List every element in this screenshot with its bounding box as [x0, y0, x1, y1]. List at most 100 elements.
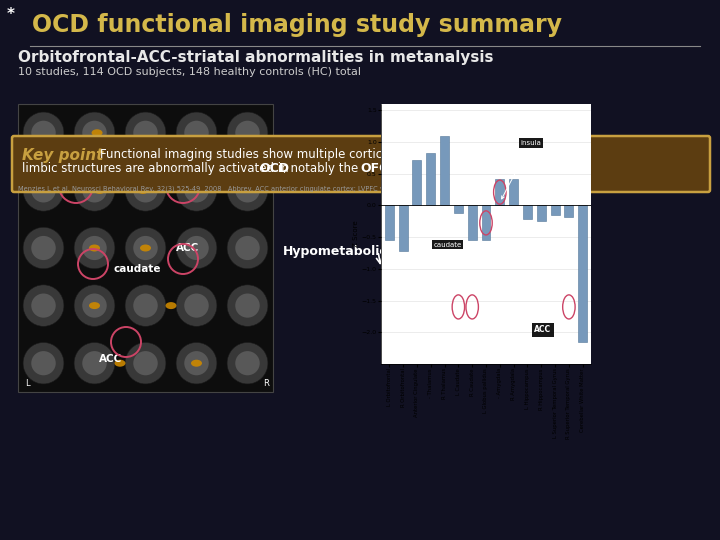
- Text: Hypermetabolic: Hypermetabolic: [283, 172, 394, 185]
- Ellipse shape: [114, 360, 125, 367]
- Ellipse shape: [133, 178, 158, 202]
- Text: Functional imaging studies show multiple cortical, subcortical, and: Functional imaging studies show multiple…: [100, 148, 495, 161]
- Ellipse shape: [82, 351, 107, 375]
- Text: limbic structures are abnormally activated in: limbic structures are abnormally activat…: [22, 162, 292, 175]
- Ellipse shape: [133, 121, 158, 145]
- Text: ACC: ACC: [176, 243, 199, 253]
- Ellipse shape: [138, 187, 148, 194]
- Ellipse shape: [23, 227, 64, 269]
- Ellipse shape: [74, 227, 115, 269]
- Ellipse shape: [227, 285, 268, 326]
- Ellipse shape: [184, 351, 209, 375]
- Ellipse shape: [74, 170, 115, 211]
- Ellipse shape: [74, 112, 115, 153]
- Ellipse shape: [191, 360, 202, 367]
- Ellipse shape: [176, 285, 217, 326]
- Ellipse shape: [125, 170, 166, 211]
- Ellipse shape: [74, 342, 115, 384]
- Text: OFC: OFC: [53, 161, 76, 171]
- Bar: [426, 153, 435, 205]
- Text: caudate: caudate: [433, 242, 463, 266]
- Ellipse shape: [31, 121, 55, 145]
- Ellipse shape: [31, 351, 55, 375]
- Bar: [399, 205, 408, 251]
- Ellipse shape: [140, 245, 151, 252]
- Text: insula: insula: [502, 140, 541, 199]
- Ellipse shape: [176, 112, 217, 153]
- Ellipse shape: [235, 236, 260, 260]
- Ellipse shape: [23, 342, 64, 384]
- Ellipse shape: [23, 170, 64, 211]
- FancyBboxPatch shape: [18, 104, 273, 392]
- Text: Key point: Key point: [22, 148, 104, 163]
- Text: ACC: ACC: [534, 325, 565, 334]
- Bar: [509, 179, 518, 205]
- Text: Orbitofrontal-ACC-striatal abnormalities in metanalysis: Orbitofrontal-ACC-striatal abnormalities…: [18, 50, 493, 65]
- Ellipse shape: [82, 121, 107, 145]
- Bar: [454, 205, 463, 213]
- Ellipse shape: [176, 342, 217, 384]
- Text: Menzies L et al. Neurosci Behavioral Rev. 32(3) 525-49  2008   Abbrev. ACC anter: Menzies L et al. Neurosci Behavioral Rev…: [18, 185, 485, 192]
- Bar: [468, 205, 477, 240]
- Bar: [564, 205, 573, 217]
- Bar: [440, 136, 449, 205]
- Ellipse shape: [125, 227, 166, 269]
- Ellipse shape: [235, 178, 260, 202]
- Text: L: L: [25, 379, 30, 388]
- Bar: [482, 205, 490, 240]
- Ellipse shape: [89, 302, 100, 309]
- Ellipse shape: [235, 294, 260, 318]
- Bar: [523, 205, 532, 219]
- Ellipse shape: [125, 112, 166, 153]
- Ellipse shape: [235, 351, 260, 375]
- Text: ACC: ACC: [99, 354, 122, 364]
- Ellipse shape: [227, 342, 268, 384]
- Ellipse shape: [23, 112, 64, 153]
- Ellipse shape: [227, 170, 268, 211]
- Bar: [413, 160, 421, 205]
- Text: LVPFC: LVPFC: [174, 161, 209, 171]
- Y-axis label: Z Score: Z Score: [353, 221, 359, 247]
- Bar: [537, 205, 546, 221]
- Ellipse shape: [133, 236, 158, 260]
- Ellipse shape: [89, 245, 100, 252]
- Ellipse shape: [31, 236, 55, 260]
- Bar: [495, 179, 504, 205]
- Ellipse shape: [31, 178, 55, 202]
- Text: caudate: caudate: [113, 264, 161, 274]
- Ellipse shape: [31, 294, 55, 318]
- Text: , notably the: , notably the: [283, 162, 362, 175]
- Text: *: *: [7, 7, 15, 22]
- Ellipse shape: [74, 285, 115, 326]
- Ellipse shape: [235, 121, 260, 145]
- Ellipse shape: [227, 227, 268, 269]
- Ellipse shape: [91, 129, 102, 136]
- Ellipse shape: [82, 294, 107, 318]
- Ellipse shape: [125, 342, 166, 384]
- Ellipse shape: [166, 302, 176, 309]
- FancyBboxPatch shape: [12, 136, 710, 192]
- Ellipse shape: [184, 294, 209, 318]
- Ellipse shape: [227, 112, 268, 153]
- Ellipse shape: [133, 351, 158, 375]
- Bar: [384, 205, 394, 240]
- Ellipse shape: [184, 121, 209, 145]
- Bar: [578, 205, 588, 342]
- Ellipse shape: [184, 236, 209, 260]
- Text: OCD: OCD: [259, 162, 289, 175]
- Bar: [551, 205, 559, 215]
- Text: OCD functional imaging study summary: OCD functional imaging study summary: [32, 13, 562, 37]
- Ellipse shape: [133, 294, 158, 318]
- Text: OFC: OFC: [360, 162, 388, 175]
- Ellipse shape: [176, 170, 217, 211]
- Text: R: R: [263, 379, 269, 388]
- Ellipse shape: [82, 178, 107, 202]
- Ellipse shape: [176, 227, 217, 269]
- Ellipse shape: [23, 285, 64, 326]
- Ellipse shape: [82, 236, 107, 260]
- Text: Hypometabolic: Hypometabolic: [283, 245, 388, 258]
- Text: 10 studies, 114 OCD subjects, 148 healthy controls (HC) total: 10 studies, 114 OCD subjects, 148 health…: [18, 67, 361, 77]
- Ellipse shape: [125, 285, 166, 326]
- Ellipse shape: [94, 187, 105, 194]
- Ellipse shape: [184, 178, 209, 202]
